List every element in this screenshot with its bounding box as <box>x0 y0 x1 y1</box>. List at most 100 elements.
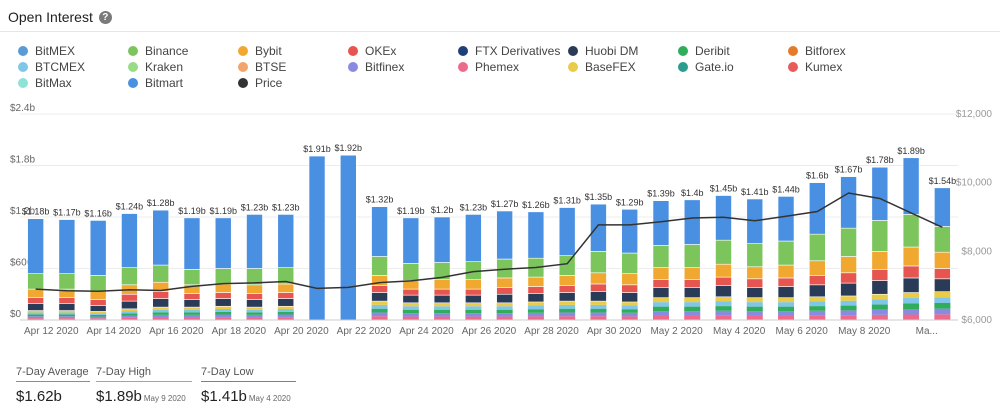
legend-item-binance[interactable]: Binance <box>128 44 188 58</box>
bar-segment-ftx_huobi <box>777 286 795 298</box>
stat-average-value: $1.62b <box>16 388 62 405</box>
x-tick-label: Apr 30 2020 <box>587 326 642 337</box>
bar-segment-other <box>58 314 75 317</box>
bar-data-label: $1.41b <box>741 187 769 197</box>
bar-data-label: $1.31b <box>553 196 581 206</box>
bar-segment-other <box>840 295 857 301</box>
bar-segment-bybit <box>902 246 920 267</box>
bar-segment-bitmex <box>246 214 263 269</box>
legend-item-bitforex[interactable]: Bitforex <box>788 44 846 58</box>
legend-item-price[interactable]: Price <box>238 76 282 90</box>
bar-segment-okex <box>527 286 545 294</box>
bar-segment-binance <box>683 244 701 268</box>
legend-item-phemex[interactable]: Phemex <box>458 60 519 74</box>
legend-item-bitfinex[interactable]: Bitfinex <box>348 60 404 74</box>
legend-item-deribit[interactable]: Deribit <box>678 44 730 58</box>
x-tick-label: Apr 16 2020 <box>149 326 204 337</box>
bar-segment-binance <box>590 251 607 274</box>
bar-segment-ftx_huobi <box>152 298 169 308</box>
bar-segment-okex <box>121 293 138 302</box>
bar-segment-other <box>684 302 701 307</box>
bar-segment-other <box>496 306 513 310</box>
bar-segment-other <box>27 312 44 315</box>
legend-swatch <box>678 62 688 72</box>
bar-segment-other <box>152 314 169 318</box>
legend-item-basefex[interactable]: BaseFEX <box>568 60 636 74</box>
bar-stack <box>339 154 357 321</box>
bar-segment-other <box>215 306 232 310</box>
legend-item-kraken[interactable]: Kraken <box>128 60 183 74</box>
open-interest-chart: $0 $600m $1.2b $1.8b $2.4b $6,000 $8,000 $10,00… <box>10 103 992 337</box>
bar-segment-bybit <box>465 279 482 290</box>
bar-segment-other <box>621 309 638 313</box>
bar-segment-bitmex <box>558 207 576 256</box>
help-icon[interactable]: ? <box>98 10 112 24</box>
stat-high-label: 7-Day High <box>96 366 152 378</box>
legend-item-bitmax[interactable]: BitMax <box>18 76 72 90</box>
legend-item-bybit[interactable]: Bybit <box>238 44 282 58</box>
bar-segment-bitmex <box>402 217 420 264</box>
bar-segment-binance <box>27 273 44 290</box>
bar-segment-bybit <box>214 283 232 293</box>
bar-segment-ftx_huobi <box>652 287 670 298</box>
bar-segment-other <box>903 314 920 320</box>
bar-segment-other <box>90 318 107 320</box>
bar-segment-other <box>652 302 669 307</box>
bar-data-label: $1.19b <box>209 206 237 216</box>
y-left-tick-label: $1.8b <box>10 155 35 166</box>
legend-item-okex[interactable]: OKEx <box>348 44 396 58</box>
bar-segment-other <box>152 307 169 310</box>
legend-item-gate-io[interactable]: Gate.io <box>678 60 734 74</box>
bar-segment-other <box>559 316 576 320</box>
legend-swatch <box>18 78 28 88</box>
bar-data-label: $1.18b <box>22 207 50 217</box>
legend-item-huobi-dm[interactable]: Huobi DM <box>568 44 638 58</box>
legend-item-btcmex[interactable]: BTCMEX <box>18 60 85 74</box>
bar-segment-other <box>903 298 920 304</box>
bar-segment-other <box>871 304 888 310</box>
stats-panel: 7-Day Average $1.62b 7-Day High $1.89b Ma… <box>16 366 336 411</box>
bar-segment-other <box>246 309 263 313</box>
bar-segment-other <box>684 306 701 312</box>
bar-data-label: $1.16b <box>84 208 112 218</box>
bar-segment-other <box>246 312 263 315</box>
bar-segment-bybit <box>652 267 670 280</box>
bar-data-label: $1.67b <box>835 165 863 175</box>
legend-item-bitmex[interactable]: BitMEX <box>18 44 75 58</box>
bar-segment-other <box>434 316 451 320</box>
stat-low-line <box>201 381 296 382</box>
y-right-tick-label: $6,000 <box>961 315 992 326</box>
bar-segment-other <box>215 317 232 320</box>
bar-segment-other <box>746 315 763 320</box>
bar-segment-other <box>559 308 576 313</box>
bar-segment-bybit <box>558 275 576 286</box>
bar-segment-other <box>183 312 200 315</box>
legend-item-kumex[interactable]: Kumex <box>788 60 842 74</box>
legend-item-btse[interactable]: BTSE <box>238 60 286 74</box>
bar-segment-other <box>559 304 576 309</box>
legend-item-bitmart[interactable]: Bitmart <box>128 76 183 90</box>
legend-item-ftx-derivatives[interactable]: FTX Derivatives <box>458 44 560 58</box>
bar-segment-other <box>90 316 107 319</box>
bar-segment-ftx_huobi <box>746 287 764 298</box>
bar-segment-okex <box>746 278 764 288</box>
bar-segment-other <box>903 309 920 315</box>
bar-stack <box>246 214 263 320</box>
bar-data-label: $1.6b <box>806 171 829 181</box>
bar-segment-binance <box>934 226 951 253</box>
bar-segment-bitmex <box>590 203 607 252</box>
bar-segment-ftx_huobi <box>621 292 639 303</box>
bar-segment-bybit <box>590 272 607 285</box>
bar-segment-bitmex <box>465 214 482 262</box>
bar-segment-bitmex <box>214 217 232 269</box>
bar-segment-other <box>465 316 482 320</box>
bar-segment-okex <box>715 276 732 286</box>
bar-segment-bitmex <box>496 210 513 260</box>
bar-segment-other <box>183 307 200 310</box>
bar-segment-other <box>465 313 482 317</box>
legend-swatch <box>18 46 28 56</box>
bar-segment-other <box>277 306 294 310</box>
bar-segment-other <box>527 305 544 310</box>
bar-segment-other <box>152 309 169 313</box>
y-right-tick-label: $8,000 <box>961 246 992 257</box>
